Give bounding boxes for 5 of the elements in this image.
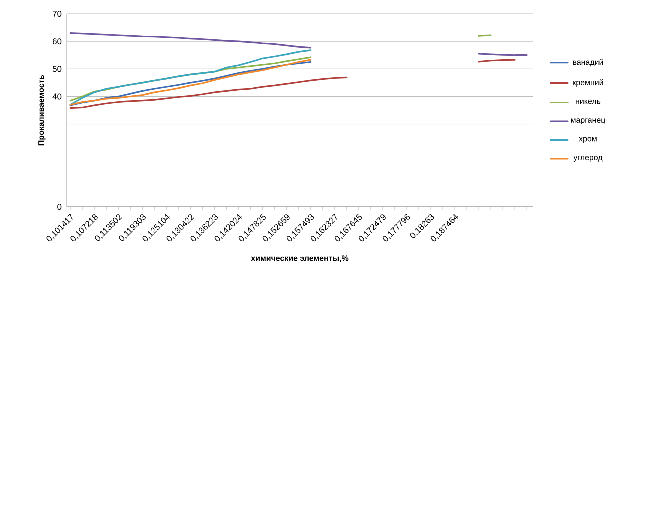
- y-tick-label: 60: [53, 38, 62, 45]
- y-tick-label: 40: [52, 94, 62, 100]
- y-tick-label: 70: [53, 11, 62, 17]
- y-tick-label: 50: [52, 66, 62, 72]
- y-tick-label: 0: [58, 204, 62, 210]
